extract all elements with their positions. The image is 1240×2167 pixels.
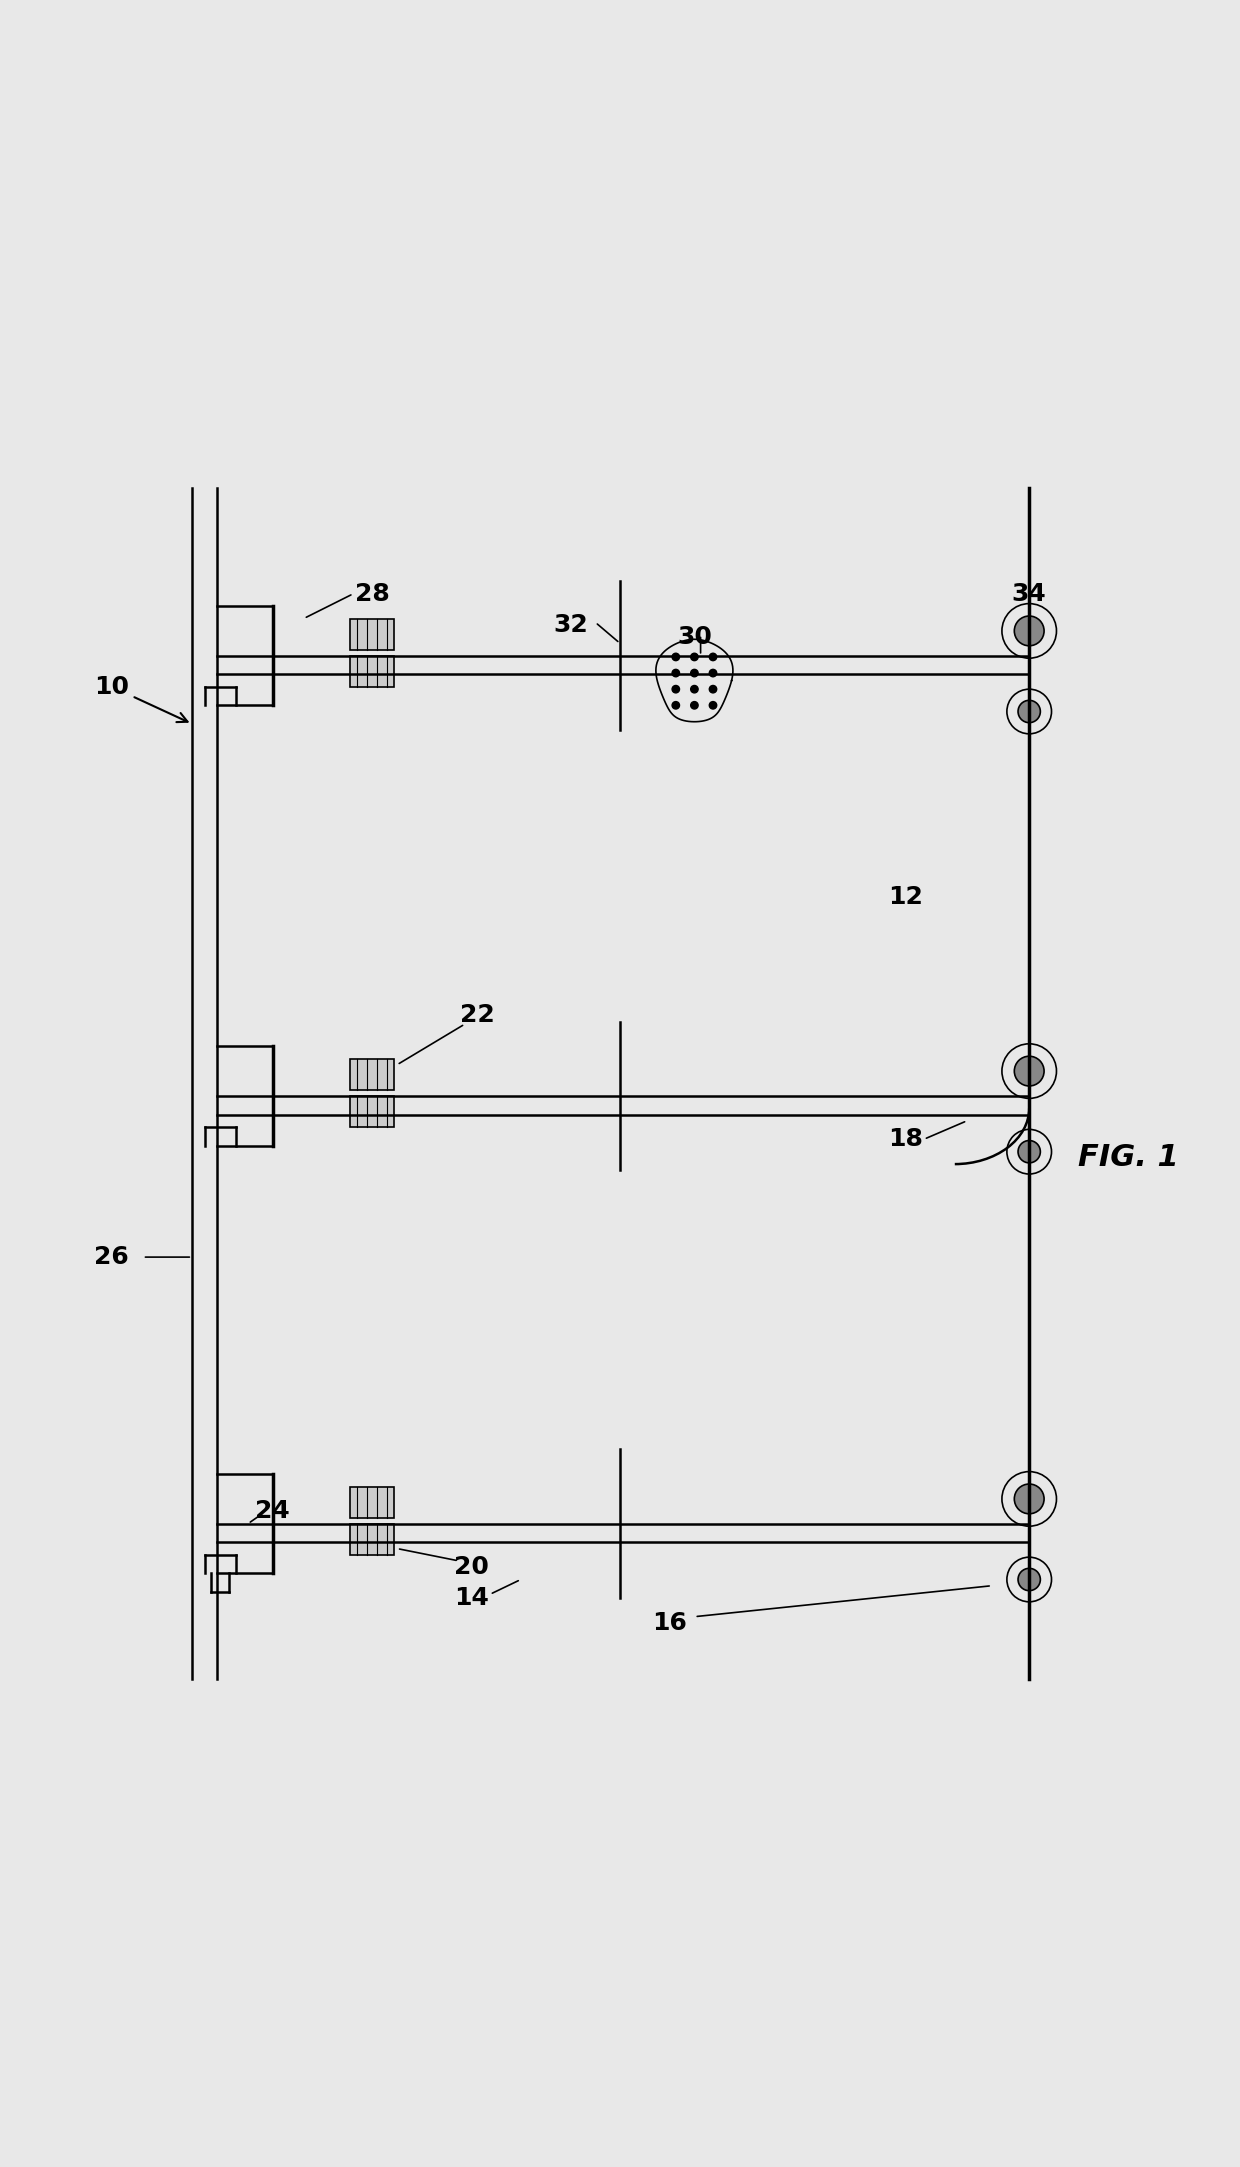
Circle shape: [691, 702, 698, 709]
Circle shape: [1014, 1055, 1044, 1086]
Circle shape: [672, 670, 680, 676]
Circle shape: [672, 685, 680, 693]
Bar: [350, 1097, 394, 1127]
Text: 14: 14: [454, 1586, 489, 1610]
Circle shape: [691, 670, 698, 676]
Circle shape: [709, 685, 717, 693]
Text: 22: 22: [460, 1003, 495, 1027]
Text: 28: 28: [355, 581, 389, 607]
Bar: [350, 1523, 394, 1554]
Text: 24: 24: [255, 1500, 290, 1523]
Text: 12: 12: [888, 886, 923, 910]
Circle shape: [1014, 615, 1044, 646]
Bar: [350, 1487, 394, 1517]
Circle shape: [1018, 1569, 1040, 1591]
Text: 32: 32: [553, 613, 588, 637]
Text: 10: 10: [94, 674, 187, 722]
Circle shape: [691, 685, 698, 693]
Circle shape: [709, 670, 717, 676]
Circle shape: [1018, 1140, 1040, 1164]
Circle shape: [672, 702, 680, 709]
Text: FIG. 1: FIG. 1: [1078, 1144, 1179, 1172]
Text: 18: 18: [888, 1127, 923, 1151]
Circle shape: [672, 652, 680, 661]
Circle shape: [709, 702, 717, 709]
Bar: [350, 657, 394, 687]
Circle shape: [709, 652, 717, 661]
Text: 34: 34: [1012, 581, 1047, 607]
Text: 16: 16: [652, 1610, 687, 1634]
Circle shape: [691, 652, 698, 661]
Text: 26: 26: [94, 1246, 129, 1270]
Bar: [350, 618, 394, 650]
Circle shape: [1014, 1484, 1044, 1515]
Bar: [350, 1060, 394, 1090]
Text: 30: 30: [677, 624, 712, 650]
Text: 20: 20: [454, 1556, 489, 1580]
Circle shape: [1018, 700, 1040, 722]
